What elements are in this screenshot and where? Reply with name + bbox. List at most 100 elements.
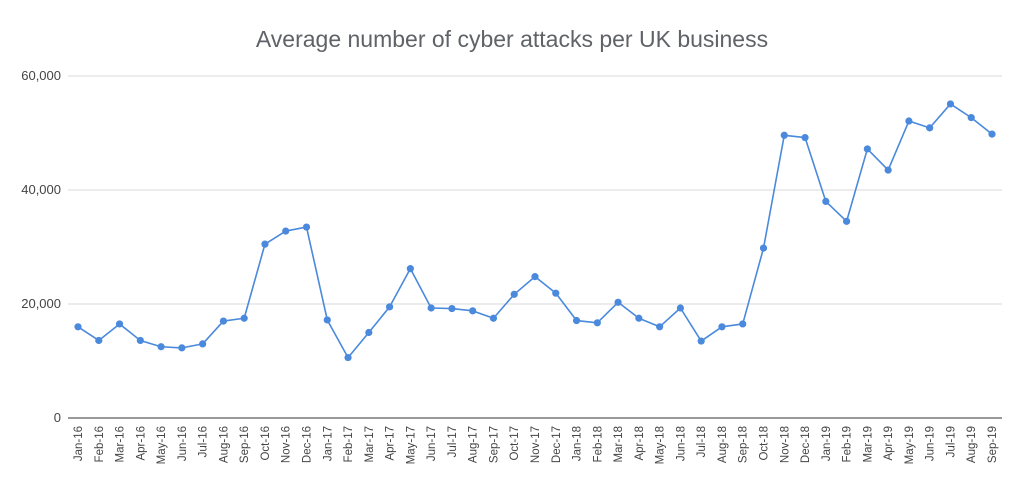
data-point [718, 323, 726, 331]
y-axis-ticks: 0 20,000 40,000 60,000 [21, 68, 61, 425]
x-axis-ticks: Jan-16 Feb-16 Mar-16 Apr-16 May-16 Jun-16 Jul-… [73, 426, 999, 464]
x-tick-label: May-19 [904, 426, 916, 464]
x-tick-label: Feb-19 [842, 426, 854, 462]
chart-title: Average number of cyber attacks per UK b… [256, 26, 768, 52]
data-point [219, 317, 228, 325]
data-point [427, 304, 435, 312]
data-point [510, 290, 518, 298]
x-tick-label: Mar-19 [862, 426, 874, 462]
x-tick-label: Mar-18 [613, 426, 625, 462]
x-tick-label: Feb-16 [94, 426, 106, 462]
data-point [801, 133, 809, 142]
x-tick-label: Aug-17 [468, 426, 480, 463]
data-point [406, 265, 414, 273]
data-point [863, 145, 871, 153]
x-tick-label: Jul-17 [447, 426, 459, 457]
x-tick-label: Dec-18 [800, 426, 812, 463]
x-tick-label: Oct-16 [260, 426, 272, 461]
x-tick-label: Sep-16 [239, 426, 251, 463]
data-point [822, 197, 830, 205]
x-tick-label: May-18 [655, 426, 667, 464]
data-point [988, 130, 996, 138]
data-point [531, 273, 539, 281]
x-tick-label: Nov-16 [281, 426, 293, 463]
data-point [842, 217, 851, 225]
data-point [946, 100, 955, 108]
data-point [656, 323, 664, 331]
data-point [926, 124, 934, 132]
data-point [739, 320, 747, 328]
x-tick-label: Jun-19 [925, 426, 937, 461]
data-point [489, 314, 498, 322]
data-point [635, 314, 643, 322]
data-point [323, 316, 331, 324]
x-tick-label: Jun-18 [675, 426, 687, 461]
y-tick-label: 40,000 [21, 182, 61, 197]
x-tick-label: Jul-19 [945, 426, 957, 457]
x-tick-label: Sep-18 [738, 426, 750, 463]
data-point [448, 304, 456, 313]
x-tick-label: Aug-18 [717, 426, 729, 463]
x-tick-label: Feb-17 [343, 426, 355, 462]
data-point [365, 328, 373, 337]
data-point [344, 353, 352, 362]
x-tick-label: Oct-17 [509, 426, 521, 461]
data-point [884, 166, 892, 174]
x-tick-label: Mar-17 [364, 426, 376, 462]
y-tick-label: 0 [54, 410, 61, 425]
data-point [261, 240, 269, 248]
x-tick-label: Jan-19 [821, 426, 833, 461]
data-point [614, 298, 622, 306]
data-point [552, 289, 560, 297]
x-tick-label: Aug-16 [218, 426, 230, 463]
series-line [77, 103, 993, 359]
data-point [469, 307, 477, 315]
x-tick-label: Jan-17 [322, 426, 334, 461]
data-point [905, 117, 913, 125]
data-point [593, 319, 601, 327]
x-tick-label: Dec-17 [551, 426, 563, 463]
data-point [385, 303, 394, 311]
data-point [115, 320, 124, 328]
data-point [178, 344, 186, 352]
gridlines [68, 75, 1002, 305]
x-tick-label: Sep-19 [987, 426, 999, 463]
x-tick-label: Feb-18 [592, 426, 604, 462]
x-tick-label: Jun-17 [426, 426, 438, 461]
x-tick-label: Sep-17 [488, 426, 500, 463]
x-tick-label: Apr-17 [385, 426, 397, 461]
data-point [967, 114, 975, 122]
x-tick-label: May-16 [156, 426, 168, 464]
x-tick-label: Apr-19 [883, 426, 895, 461]
y-tick-label: 20,000 [21, 296, 61, 311]
data-point [157, 343, 165, 351]
data-point [95, 336, 103, 345]
data-point [780, 131, 788, 139]
x-tick-label: Apr-16 [135, 426, 147, 461]
data-point [199, 340, 207, 348]
x-tick-label: Nov-18 [779, 426, 791, 463]
data-point [136, 336, 144, 345]
x-tick-label: May-17 [405, 426, 417, 464]
data-point [302, 223, 311, 231]
x-tick-label: Jan-18 [572, 426, 584, 461]
y-tick-label: 60,000 [21, 68, 61, 83]
data-point [676, 304, 685, 312]
x-tick-label: Jun-16 [177, 426, 189, 461]
data-point [74, 323, 82, 331]
x-tick-label: Jul-16 [198, 426, 210, 457]
x-tick-label: Apr-18 [634, 426, 646, 461]
series-layer [74, 100, 996, 362]
x-tick-label: Oct-18 [759, 426, 771, 461]
data-point [572, 316, 581, 325]
data-point [759, 244, 768, 252]
x-tick-label: Mar-16 [115, 426, 127, 462]
x-tick-label: Jan-16 [73, 426, 85, 461]
x-tick-label: Aug-19 [966, 426, 978, 463]
x-tick-label: Jul-18 [696, 426, 708, 457]
data-point [240, 314, 248, 322]
x-tick-label: Nov-17 [530, 426, 542, 463]
data-point [282, 227, 290, 235]
